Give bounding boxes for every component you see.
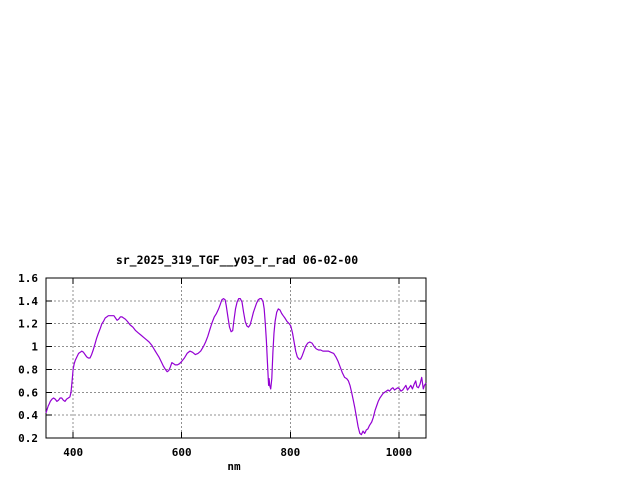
- plot-border: [45, 277, 427, 439]
- spectrum-curve: [45, 298, 427, 436]
- x-tick-label: 600: [172, 446, 192, 459]
- y-tick-label: 0.2: [18, 432, 38, 445]
- y-tick-label: 1.6: [18, 272, 38, 285]
- x-axis-label: nm: [227, 460, 241, 473]
- grid-lines: [46, 278, 426, 438]
- y-tick-label: 1: [31, 341, 38, 354]
- axis-ticks: [46, 277, 426, 439]
- x-tick-labels: 400 600 800 1000: [63, 446, 412, 459]
- x-tick-label: 400: [63, 446, 83, 459]
- chart-title: sr_2025_319_TGF__y03_r_rad 06-02-00: [116, 253, 358, 268]
- x-tick-label: 1000: [386, 446, 413, 459]
- y-tick-labels: 0.2 0.4 0.6 0.8 1 1.2 1.4 1.6: [18, 272, 38, 445]
- x-tick-label: 800: [280, 446, 300, 459]
- y-tick-label: 0.8: [18, 363, 38, 376]
- y-tick-label: 1.2: [18, 318, 38, 331]
- y-tick-label: 0.6: [18, 386, 38, 399]
- y-tick-label: 1.4: [18, 295, 38, 308]
- y-tick-label: 0.4: [18, 409, 38, 422]
